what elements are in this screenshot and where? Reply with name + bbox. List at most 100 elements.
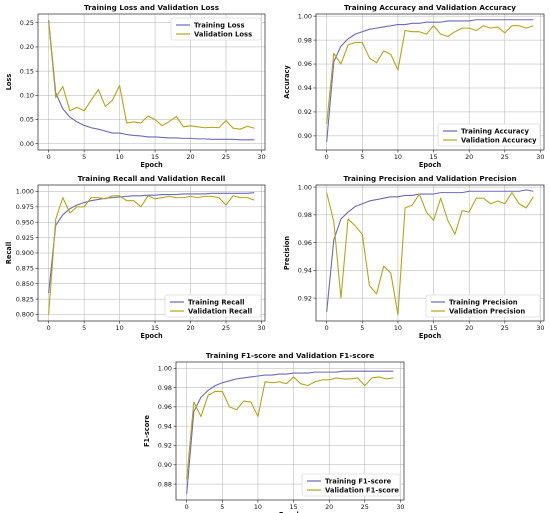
x-tick-label: 10 [116,324,124,332]
x-axis-label: Epoch [140,161,163,169]
x-tick-label: 30 [536,324,544,332]
y-tick-label: 0.20 [20,43,34,51]
y-tick-label: 0.900 [16,249,34,257]
y-tick-label: 0.92 [298,294,312,302]
x-tick-label: 15 [151,324,159,332]
legend-label-validation: Validation Precision [449,307,525,315]
x-tick-label: 30 [257,153,265,161]
y-tick-label: 0.875 [16,265,34,273]
y-tick-label: 0.98 [158,384,172,392]
chart-4: 0 5 10 15 20 25 30 0.92 0.94 0.96 0.98 1.00 Training… [283,174,545,340]
plot-frame [315,184,545,322]
x-tick-label: 10 [254,503,262,511]
x-tick-label: 15 [151,153,159,161]
x-tick-label: 20 [465,324,473,332]
y-tick-label: 0.00 [20,140,34,148]
y-tick-label: 0.925 [16,234,34,242]
y-tick-label: 0.15 [20,67,34,75]
y-tick-label: 0.98 [298,211,312,219]
chart-3: 0 5 10 15 20 25 30 0.800 0.825 0.850 0.875 0.900 0.9… [5,174,266,340]
y-tick-label: 0.92 [298,108,312,116]
y-tick-label: 0.850 [16,280,34,288]
y-tick-label: 1.00 [158,364,172,372]
x-tick-label: 25 [501,153,509,161]
x-tick-label: 15 [429,324,437,332]
training-series-line [48,20,255,141]
y-tick-label: 0.98 [298,36,312,44]
chart-title: Training Precision and Validation Precis… [343,174,516,183]
x-tick-label: 30 [257,324,265,332]
chart-title: Training F1-score and Validation F1-scor… [206,351,375,360]
x-tick-label: 5 [82,153,86,161]
training-series-line [326,19,534,142]
x-tick-label: 10 [116,153,124,161]
chart-5: 0 5 10 15 20 25 30 0.88 0.90 0.92 0.94 0.96 0.98 1.00… [143,351,405,513]
validation-series-line [186,376,394,480]
y-tick-label: 1.00 [298,183,312,191]
legend-label-validation: Validation F1-score [325,486,399,494]
y-axis-label: Precision [283,236,291,270]
legend-label-training: Training Recall [188,298,245,306]
training-series-line [48,192,255,294]
y-axis-label: Loss [5,74,13,91]
legend-frame [301,473,401,497]
legend-label-training: Training F1-score [325,477,392,485]
x-tick-label: 30 [536,153,544,161]
y-tick-label: 0.94 [158,422,172,430]
x-axis-label: Epoch [279,511,302,513]
x-tick-label: 10 [394,153,402,161]
training-series-line [326,189,534,313]
x-tick-label: 20 [186,324,194,332]
plot-frame [37,184,266,322]
y-tick-label: 0.10 [20,92,34,100]
x-tick-label: 15 [289,503,297,511]
legend-label-validation: Validation Recall [188,307,252,315]
x-tick-label: 5 [360,153,364,161]
legend-label-validation: Validation Accuracy [461,136,537,144]
y-tick-label: 1.000 [16,188,34,196]
y-tick-label: 0.825 [16,295,34,303]
legend-frame [170,17,262,41]
x-axis-label: Epoch [419,161,442,169]
x-axis-label: Epoch [140,332,163,340]
validation-series-line [326,192,534,316]
y-tick-label: 1.00 [298,12,312,20]
x-tick-label: 5 [360,324,364,332]
y-axis-label: Recall [5,242,13,264]
x-tick-label: 10 [394,324,402,332]
y-tick-label: 0.90 [298,132,312,140]
x-tick-label: 20 [325,503,333,511]
chart-title: Training Loss and Validation Loss [84,3,219,12]
y-tick-label: 0.950 [16,218,34,226]
x-tick-label: 15 [429,153,437,161]
chart-title: Training Accuracy and Validation Accurac… [344,3,516,12]
plot-frame [37,13,266,151]
y-tick-label: 0.94 [298,267,312,275]
x-tick-label: 0 [47,324,51,332]
validation-series-line [48,21,255,130]
legend-label-training: Training Loss [194,21,245,29]
x-tick-label: 25 [222,153,230,161]
x-tick-label: 20 [186,153,194,161]
legend-label-validation: Validation Loss [194,30,252,38]
x-tick-label: 30 [396,503,404,511]
y-tick-label: 0.05 [20,116,34,124]
y-tick-label: 0.975 [16,203,34,211]
plot-frame [175,361,405,501]
legend-frame [164,294,262,318]
x-tick-label: 20 [465,153,473,161]
y-tick-label: 0.90 [158,461,172,469]
x-tick-label: 0 [185,503,189,511]
y-tick-label: 0.25 [20,19,34,27]
y-tick-label: 0.94 [298,84,312,92]
y-tick-label: 0.96 [298,60,312,68]
x-tick-label: 25 [361,503,369,511]
legend-label-training: Training Precision [449,298,518,306]
x-tick-label: 5 [82,324,86,332]
validation-series-line [326,25,534,124]
legend-frame [425,294,541,318]
x-tick-label: 0 [325,324,329,332]
